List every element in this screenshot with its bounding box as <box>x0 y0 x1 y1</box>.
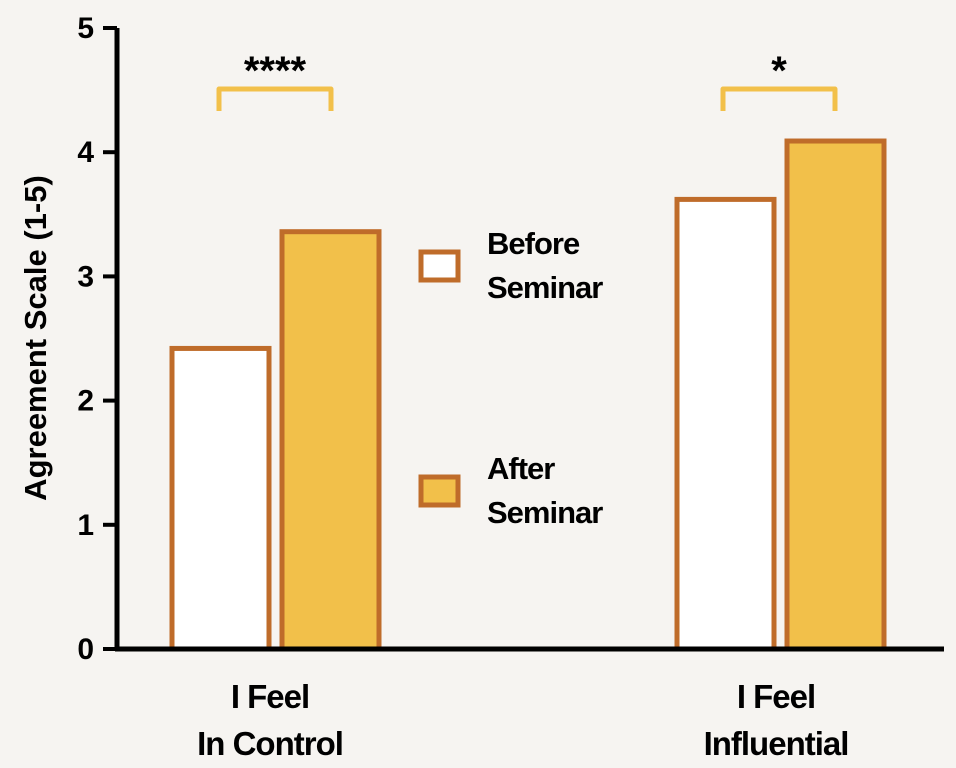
category-labels-group: I Feel In Control I Feel Influential <box>197 678 849 762</box>
bar-series0-cat1 <box>674 196 777 652</box>
legend-label-0-line0: Before <box>487 226 580 261</box>
bar-series0-cat0 <box>169 345 272 652</box>
legend-label-1-line1: Seminar <box>487 495 603 530</box>
significance-label-1: * <box>771 49 787 93</box>
x-tick-label-1-line1: Influential <box>704 725 849 762</box>
axes-group <box>114 28 944 652</box>
x-tick-label-1-line0: I Feel <box>737 678 815 715</box>
legend-label-1-line0: After <box>487 451 555 486</box>
y-axis-label: Agreement Scale (1-5) <box>18 175 53 501</box>
significance-label-0: **** <box>244 49 307 93</box>
x-tick-label-0-line1: In Control <box>197 725 343 762</box>
y-tick-label-4: 4 <box>77 136 94 169</box>
y-tick-label-2: 2 <box>77 385 94 418</box>
significance-brackets: **** * <box>216 49 838 111</box>
legend-swatch-1 <box>418 474 461 508</box>
x-tick-label-0-line0: I Feel <box>231 678 309 715</box>
y-tick-label-5: 5 <box>77 12 94 45</box>
y-tick-label-3: 3 <box>77 260 94 293</box>
y-tick-label-1: 1 <box>77 509 94 542</box>
bar-series1-cat0 <box>279 229 382 652</box>
significance-bracket-0 <box>216 86 334 111</box>
bar-series1-cat1 <box>784 138 887 652</box>
legend-swatch-0 <box>418 249 461 283</box>
significance-bracket-1 <box>720 86 838 111</box>
y-ticks-group: 0 1 2 3 4 5 <box>77 12 117 666</box>
legend: Before Seminar After Seminar <box>418 226 604 530</box>
legend-label-0-line1: Seminar <box>487 270 603 305</box>
y-tick-label-0: 0 <box>77 633 94 666</box>
bars-group <box>169 138 887 652</box>
